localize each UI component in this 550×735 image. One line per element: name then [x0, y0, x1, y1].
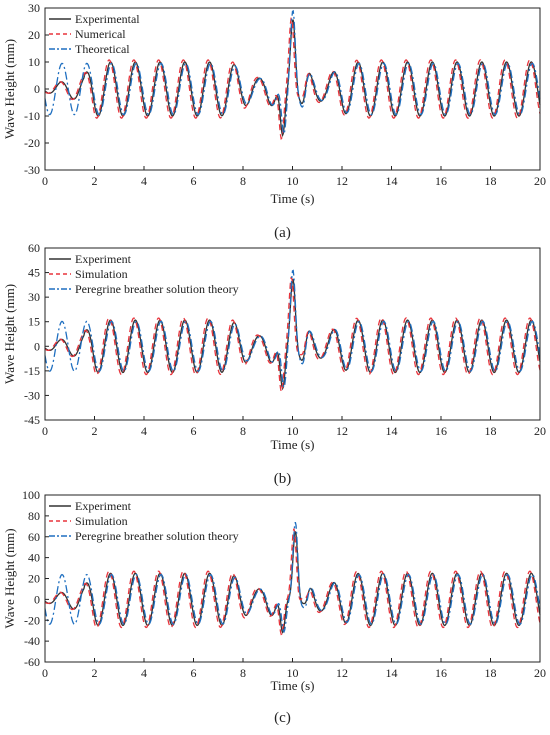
series-line-1-2	[44, 17, 541, 141]
x-tick-label: 18	[485, 666, 497, 680]
legend-label: Experiment	[75, 499, 132, 513]
x-tick-label: 14	[386, 666, 398, 680]
x-tick-label: 6	[191, 424, 197, 438]
y-tick-label: 45	[28, 266, 40, 280]
x-axis-title: Time (s)	[271, 437, 315, 452]
y-tick-label: 30	[28, 290, 40, 304]
y-tick-label: 100	[22, 488, 40, 502]
chart-panel-3: 0 2 4 6 8 10 12 14 16 18 20 -60 -40 -20 0 20 40 60 80 100 Ti…	[2, 488, 546, 726]
x-tick-label: 8	[240, 424, 246, 438]
series-line-1-1	[44, 19, 541, 138]
x-tick-label: 0	[42, 174, 48, 188]
x-tick-label: 10	[287, 174, 299, 188]
y-axis-title: Wave Height (mm)	[2, 528, 17, 628]
legend-label: Numerical	[75, 27, 126, 41]
x-tick-label: 2	[92, 174, 98, 188]
chart-panel-1: 0 2 4 6 8 10 12 14 16 18 20 -30 -20 -10 0 10 20 30 Time (s…	[2, 1, 546, 241]
x-tick-label: 8	[240, 174, 246, 188]
y-tick-label: -20	[24, 136, 40, 150]
x-tick-label: 10	[287, 666, 299, 680]
y-tick-label: -10	[24, 109, 40, 123]
x-tick-label: 14	[386, 424, 398, 438]
legend-label: Peregrine breather solution theory	[75, 282, 239, 296]
y-tick-label: -60	[24, 655, 40, 669]
x-tick-label: 20	[534, 174, 546, 188]
x-tick-label: 8	[240, 666, 246, 680]
y-tick-label: 10	[28, 55, 40, 69]
x-tick-label: 4	[141, 666, 147, 680]
y-tick-label: -15	[24, 364, 40, 378]
x-tick-label: 16	[435, 666, 447, 680]
panel-label: (a)	[274, 225, 291, 241]
y-tick-label: 80	[28, 509, 40, 523]
x-tick-label: 18	[485, 174, 497, 188]
legend-label: Simulation	[75, 267, 128, 281]
legend-label: Experimental	[75, 12, 140, 26]
x-tick-label: 2	[92, 666, 98, 680]
y-tick-label: 60	[28, 530, 40, 544]
legend-label: Peregrine breather solution theory	[75, 529, 239, 543]
x-tick-label: 20	[534, 424, 546, 438]
x-axis-title: Time (s)	[271, 678, 315, 693]
y-tick-label: 0	[34, 82, 40, 96]
legend-label: Theoretical	[75, 42, 130, 56]
panel-label: (c)	[274, 710, 291, 726]
y-tick-label: -30	[24, 388, 40, 402]
series-line-3-2	[44, 528, 541, 636]
x-tick-label: 2	[92, 424, 98, 438]
y-tick-label: 20	[28, 572, 40, 586]
y-tick-label: 40	[28, 551, 40, 565]
x-tick-label: 14	[386, 174, 398, 188]
x-tick-label: 18	[485, 424, 497, 438]
y-tick-label: 15	[28, 315, 40, 329]
x-tick-label: 20	[534, 666, 546, 680]
legend-label: Experiment	[75, 252, 132, 266]
y-tick-label: 60	[28, 241, 40, 255]
legend-label: Simulation	[75, 514, 128, 528]
y-tick-label: -20	[24, 613, 40, 627]
x-tick-label: 6	[191, 174, 197, 188]
y-tick-label: -30	[24, 163, 40, 177]
x-tick-label: 4	[141, 424, 147, 438]
x-tick-label: 4	[141, 174, 147, 188]
x-tick-label: 6	[191, 666, 197, 680]
y-axis-title: Wave Height (mm)	[2, 39, 17, 139]
x-axis-title: Time (s)	[271, 191, 315, 206]
x-tick-label: 0	[42, 424, 48, 438]
x-tick-label: 0	[42, 666, 48, 680]
series-line-3-3	[44, 521, 541, 634]
x-tick-label: 16	[435, 174, 447, 188]
panel-label: (b)	[274, 471, 292, 487]
x-tick-label: 12	[336, 666, 348, 680]
x-tick-label: 12	[336, 424, 348, 438]
y-tick-label: -40	[24, 634, 40, 648]
x-tick-label: 10	[287, 424, 299, 438]
y-tick-label: 0	[34, 592, 40, 606]
y-axis-title: Wave Height (mm)	[2, 284, 17, 384]
series-line-2-3	[44, 269, 541, 390]
y-tick-label: 30	[28, 1, 40, 15]
y-tick-label: -45	[24, 413, 40, 427]
y-tick-label: 20	[28, 28, 40, 42]
y-tick-label: 0	[34, 339, 40, 353]
x-tick-label: 12	[336, 174, 348, 188]
series-line-1-3	[44, 9, 541, 136]
x-tick-label: 16	[435, 424, 447, 438]
chart-panel-2: 0 2 4 6 8 10 12 14 16 18 20 -45 -30 -15 0 15 30 45 60 Time …	[2, 241, 546, 487]
